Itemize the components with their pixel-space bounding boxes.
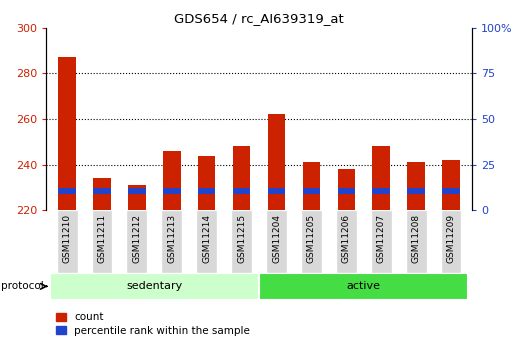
Legend: count, percentile rank within the sample: count, percentile rank within the sample	[51, 308, 254, 340]
Title: GDS654 / rc_AI639319_at: GDS654 / rc_AI639319_at	[174, 12, 344, 25]
Bar	[406, 210, 427, 273]
Bar	[371, 210, 392, 273]
Bar	[442, 160, 460, 210]
Text: GSM11205: GSM11205	[307, 214, 316, 263]
Bar	[163, 188, 181, 195]
Bar	[162, 210, 182, 273]
Bar	[128, 185, 146, 210]
Bar	[338, 188, 355, 195]
Bar	[233, 146, 250, 210]
Bar	[336, 210, 357, 273]
Text: GSM11208: GSM11208	[411, 214, 421, 263]
Bar	[128, 188, 146, 195]
Bar	[91, 210, 112, 273]
Bar	[441, 210, 462, 273]
Bar	[259, 273, 468, 300]
Bar	[268, 188, 285, 195]
Bar	[407, 188, 425, 195]
Text: active: active	[347, 282, 381, 291]
Bar	[198, 156, 215, 210]
Text: GSM11211: GSM11211	[97, 214, 107, 263]
Bar	[58, 188, 76, 195]
Text: GSM11214: GSM11214	[202, 214, 211, 263]
Bar	[163, 151, 181, 210]
Text: GSM11210: GSM11210	[63, 214, 72, 263]
Bar	[303, 188, 320, 195]
Bar	[407, 162, 425, 210]
Bar	[50, 273, 259, 300]
Bar	[56, 210, 77, 273]
Bar	[198, 188, 215, 195]
Text: GSM11204: GSM11204	[272, 214, 281, 263]
Bar	[301, 210, 322, 273]
Bar	[338, 169, 355, 210]
Bar	[266, 210, 287, 273]
Bar	[231, 210, 252, 273]
Text: GSM11206: GSM11206	[342, 214, 351, 263]
Text: sedentary: sedentary	[126, 282, 183, 291]
Text: GSM11215: GSM11215	[237, 214, 246, 263]
Bar	[303, 162, 320, 210]
Text: GSM11207: GSM11207	[377, 214, 386, 263]
Text: GSM11213: GSM11213	[167, 214, 176, 263]
Bar	[268, 115, 285, 210]
Bar	[93, 188, 111, 195]
Bar	[233, 188, 250, 195]
Bar	[93, 178, 111, 210]
Text: protocol: protocol	[1, 282, 43, 291]
Bar	[372, 188, 390, 195]
Bar	[58, 57, 76, 210]
Text: GSM11212: GSM11212	[132, 214, 142, 263]
Text: GSM11209: GSM11209	[446, 214, 456, 263]
Bar	[442, 188, 460, 195]
Bar	[196, 210, 217, 273]
Bar	[372, 146, 390, 210]
Bar	[126, 210, 147, 273]
